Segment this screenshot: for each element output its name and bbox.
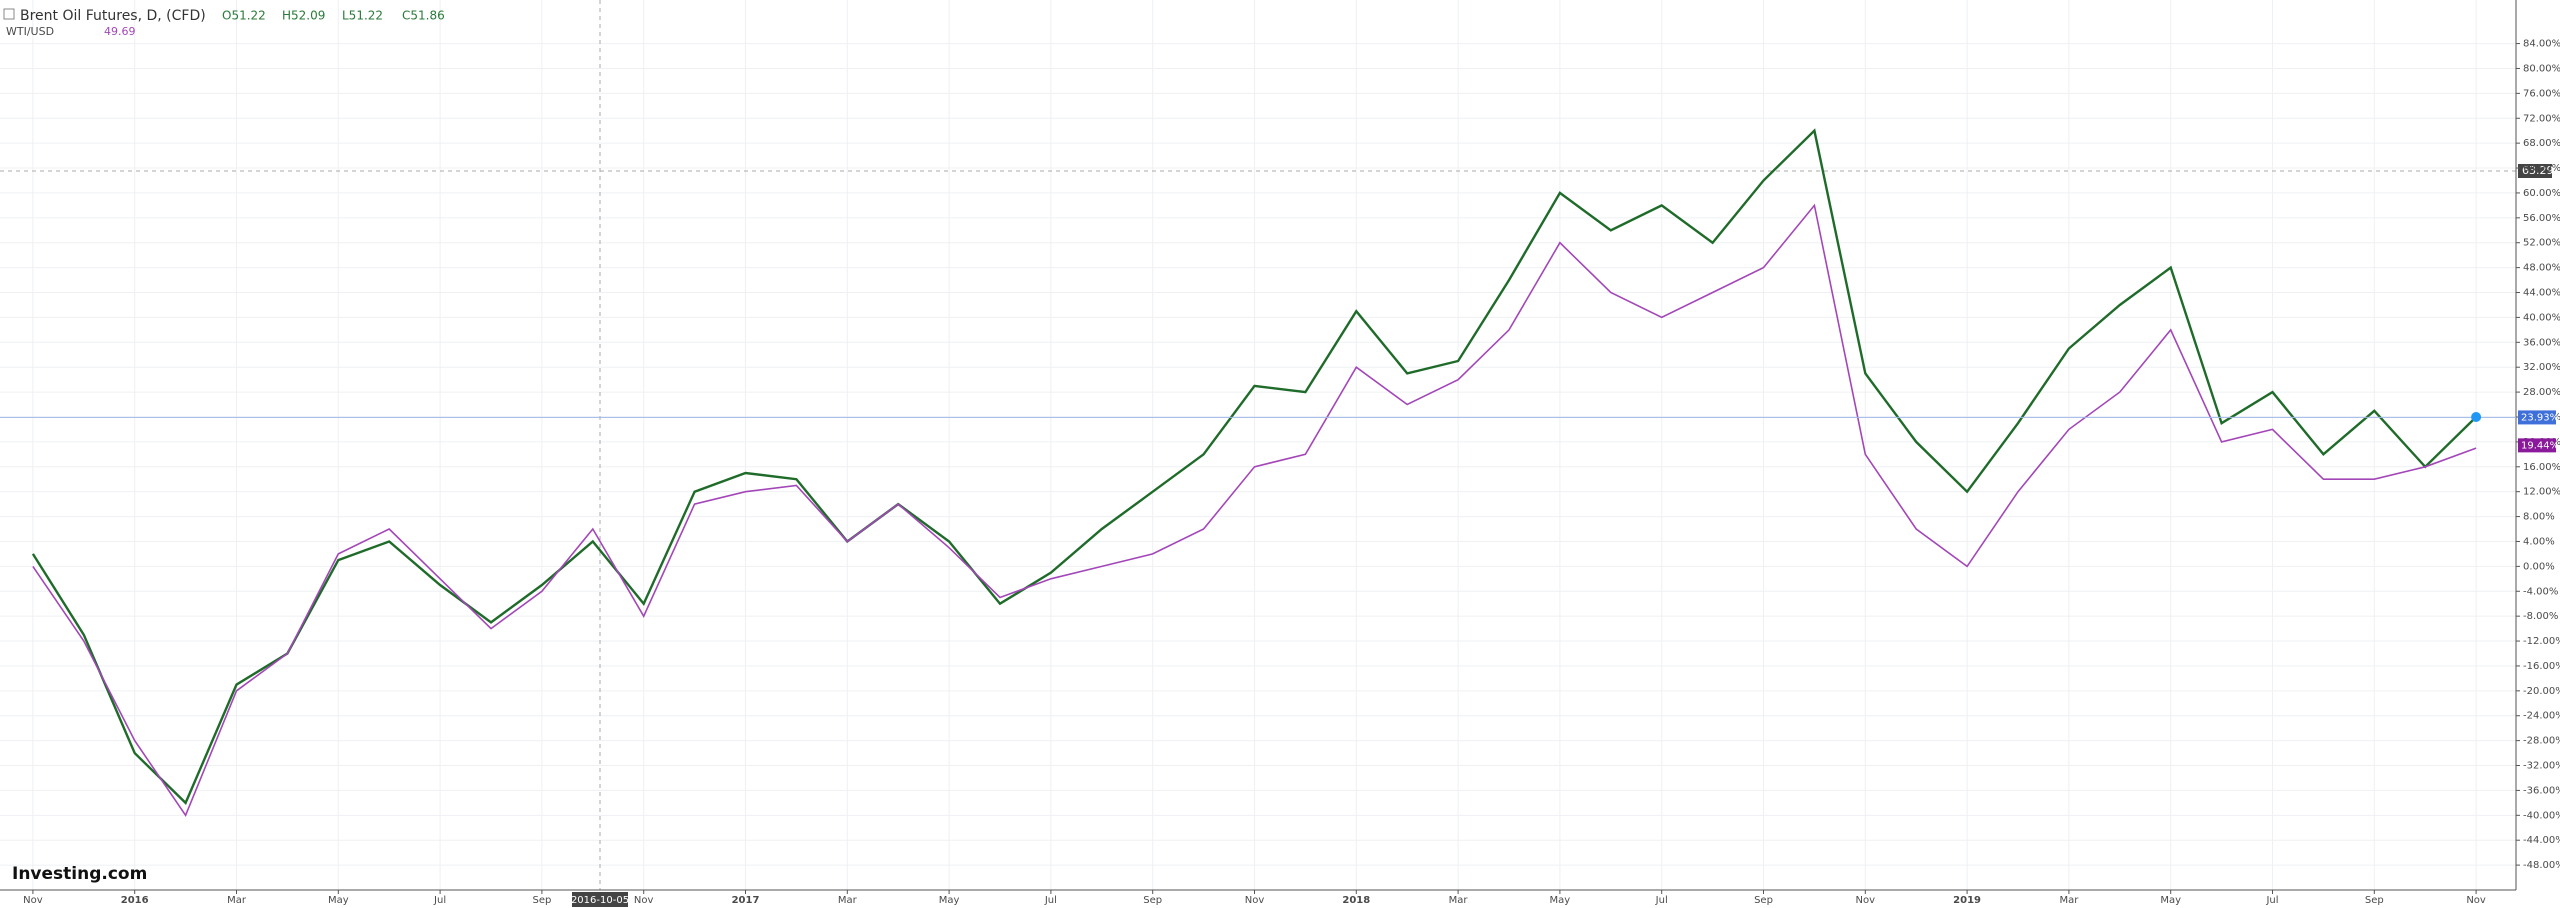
- ohlc-label: H52.09: [282, 9, 325, 23]
- crosshair-badge: [572, 892, 628, 907]
- y-tick-label: -20.00%: [2523, 686, 2560, 697]
- x-tick-label: 2019: [1953, 895, 1981, 906]
- x-tick-label: Sep: [2365, 895, 2384, 906]
- value-badge-label: 23.93%: [2521, 412, 2559, 423]
- y-tick-label: -40.00%: [2523, 810, 2560, 821]
- y-tick-label: 12.00%: [2523, 487, 2560, 498]
- y-tick-label: -12.00%: [2523, 636, 2560, 647]
- y-tick-label: -4.00%: [2523, 586, 2558, 597]
- y-tick-label: -48.00%: [2523, 860, 2560, 871]
- x-tick-label: 2018: [1342, 895, 1370, 906]
- y-tick-label: 76.00%: [2523, 88, 2560, 99]
- y-tick-label: -44.00%: [2523, 835, 2560, 846]
- x-tick-label: Mar: [2059, 895, 2079, 906]
- x-tick-label: Mar: [1449, 895, 1469, 906]
- y-tick-label: 0.00%: [2523, 561, 2555, 572]
- x-tick-label: 2017: [732, 895, 760, 906]
- value-badge-label: 19.44%: [2521, 440, 2559, 451]
- x-tick-label: Nov: [634, 895, 654, 906]
- value-badge: [2518, 438, 2556, 453]
- y-tick-label: 16.00%: [2523, 462, 2560, 473]
- y-tick-label: -36.00%: [2523, 785, 2560, 796]
- y-tick-label: 32.00%: [2523, 362, 2560, 373]
- x-tick-label: Nov: [1856, 895, 1876, 906]
- y-tick-label: 72.00%: [2523, 113, 2560, 124]
- x-tick-label: Jul: [2265, 895, 2278, 906]
- x-tick-label: May: [328, 895, 349, 906]
- x-tick-label: May: [939, 895, 960, 906]
- x-tick-label: Nov: [2466, 895, 2486, 906]
- y-tick-label: -32.00%: [2523, 761, 2560, 772]
- y-tick-label: 64.00%: [2523, 163, 2560, 174]
- y-tick-label: 4.00%: [2523, 536, 2555, 547]
- y-tick-label: -24.00%: [2523, 711, 2560, 722]
- x-tick-label: Mar: [227, 895, 247, 906]
- y-tick-label: 52.00%: [2523, 238, 2560, 249]
- y-tick-label: 84.00%: [2523, 39, 2560, 50]
- ohlc-label: L51.22: [342, 9, 383, 23]
- compare-value: 49.69: [104, 25, 136, 38]
- last-point: [2471, 411, 2482, 422]
- x-tick-label: Sep: [532, 895, 551, 906]
- x-tick-label: Jul: [1044, 895, 1057, 906]
- x-tick-label: Jul: [433, 895, 446, 906]
- y-tick-label: -28.00%: [2523, 736, 2560, 747]
- price-marker: 63.29: [2522, 164, 2554, 177]
- x-tick-label: Mar: [838, 895, 858, 906]
- price-badge: [2518, 164, 2552, 178]
- y-tick-label: 44.00%: [2523, 288, 2560, 299]
- y-tick-label: 60.00%: [2523, 188, 2560, 199]
- series-line: [31, 128, 2477, 805]
- x-tick-label: May: [2160, 895, 2181, 906]
- y-tick-label: 68.00%: [2523, 138, 2560, 149]
- y-tick-label: -16.00%: [2523, 661, 2560, 672]
- x-tick-label: Nov: [1245, 895, 1265, 906]
- logo: Investing.com: [12, 864, 147, 884]
- x-tick-label: Nov: [23, 895, 43, 906]
- x-tick-label: Sep: [1143, 895, 1162, 906]
- y-tick-label: 48.00%: [2523, 263, 2560, 274]
- crosshair-date: 2016-10-05: [571, 895, 629, 906]
- y-tick-label: -8.00%: [2523, 611, 2558, 622]
- ohlc-label: O51.22: [222, 9, 266, 23]
- x-tick-label: May: [1550, 895, 1571, 906]
- chart-title: Brent Oil Futures, D, (CFD): [20, 8, 206, 24]
- y-tick-label: 8.00%: [2523, 512, 2555, 523]
- collapse-icon[interactable]: [3, 8, 15, 20]
- y-tick-label: 28.00%: [2523, 387, 2560, 398]
- x-tick-label: Jul: [1655, 895, 1668, 906]
- x-tick-label: 2016: [121, 895, 149, 906]
- x-tick-label: Sep: [1754, 895, 1773, 906]
- compare-label: WTI/USD: [6, 25, 54, 38]
- y-tick-label: 80.00%: [2523, 63, 2560, 74]
- y-tick-label: 40.00%: [2523, 312, 2560, 323]
- y-tick-label: 36.00%: [2523, 337, 2560, 348]
- ohlc-label: C51.86: [402, 9, 445, 23]
- series-line: [32, 203, 2477, 817]
- y-tick-label: 56.00%: [2523, 213, 2560, 224]
- value-badge: [2518, 410, 2556, 425]
